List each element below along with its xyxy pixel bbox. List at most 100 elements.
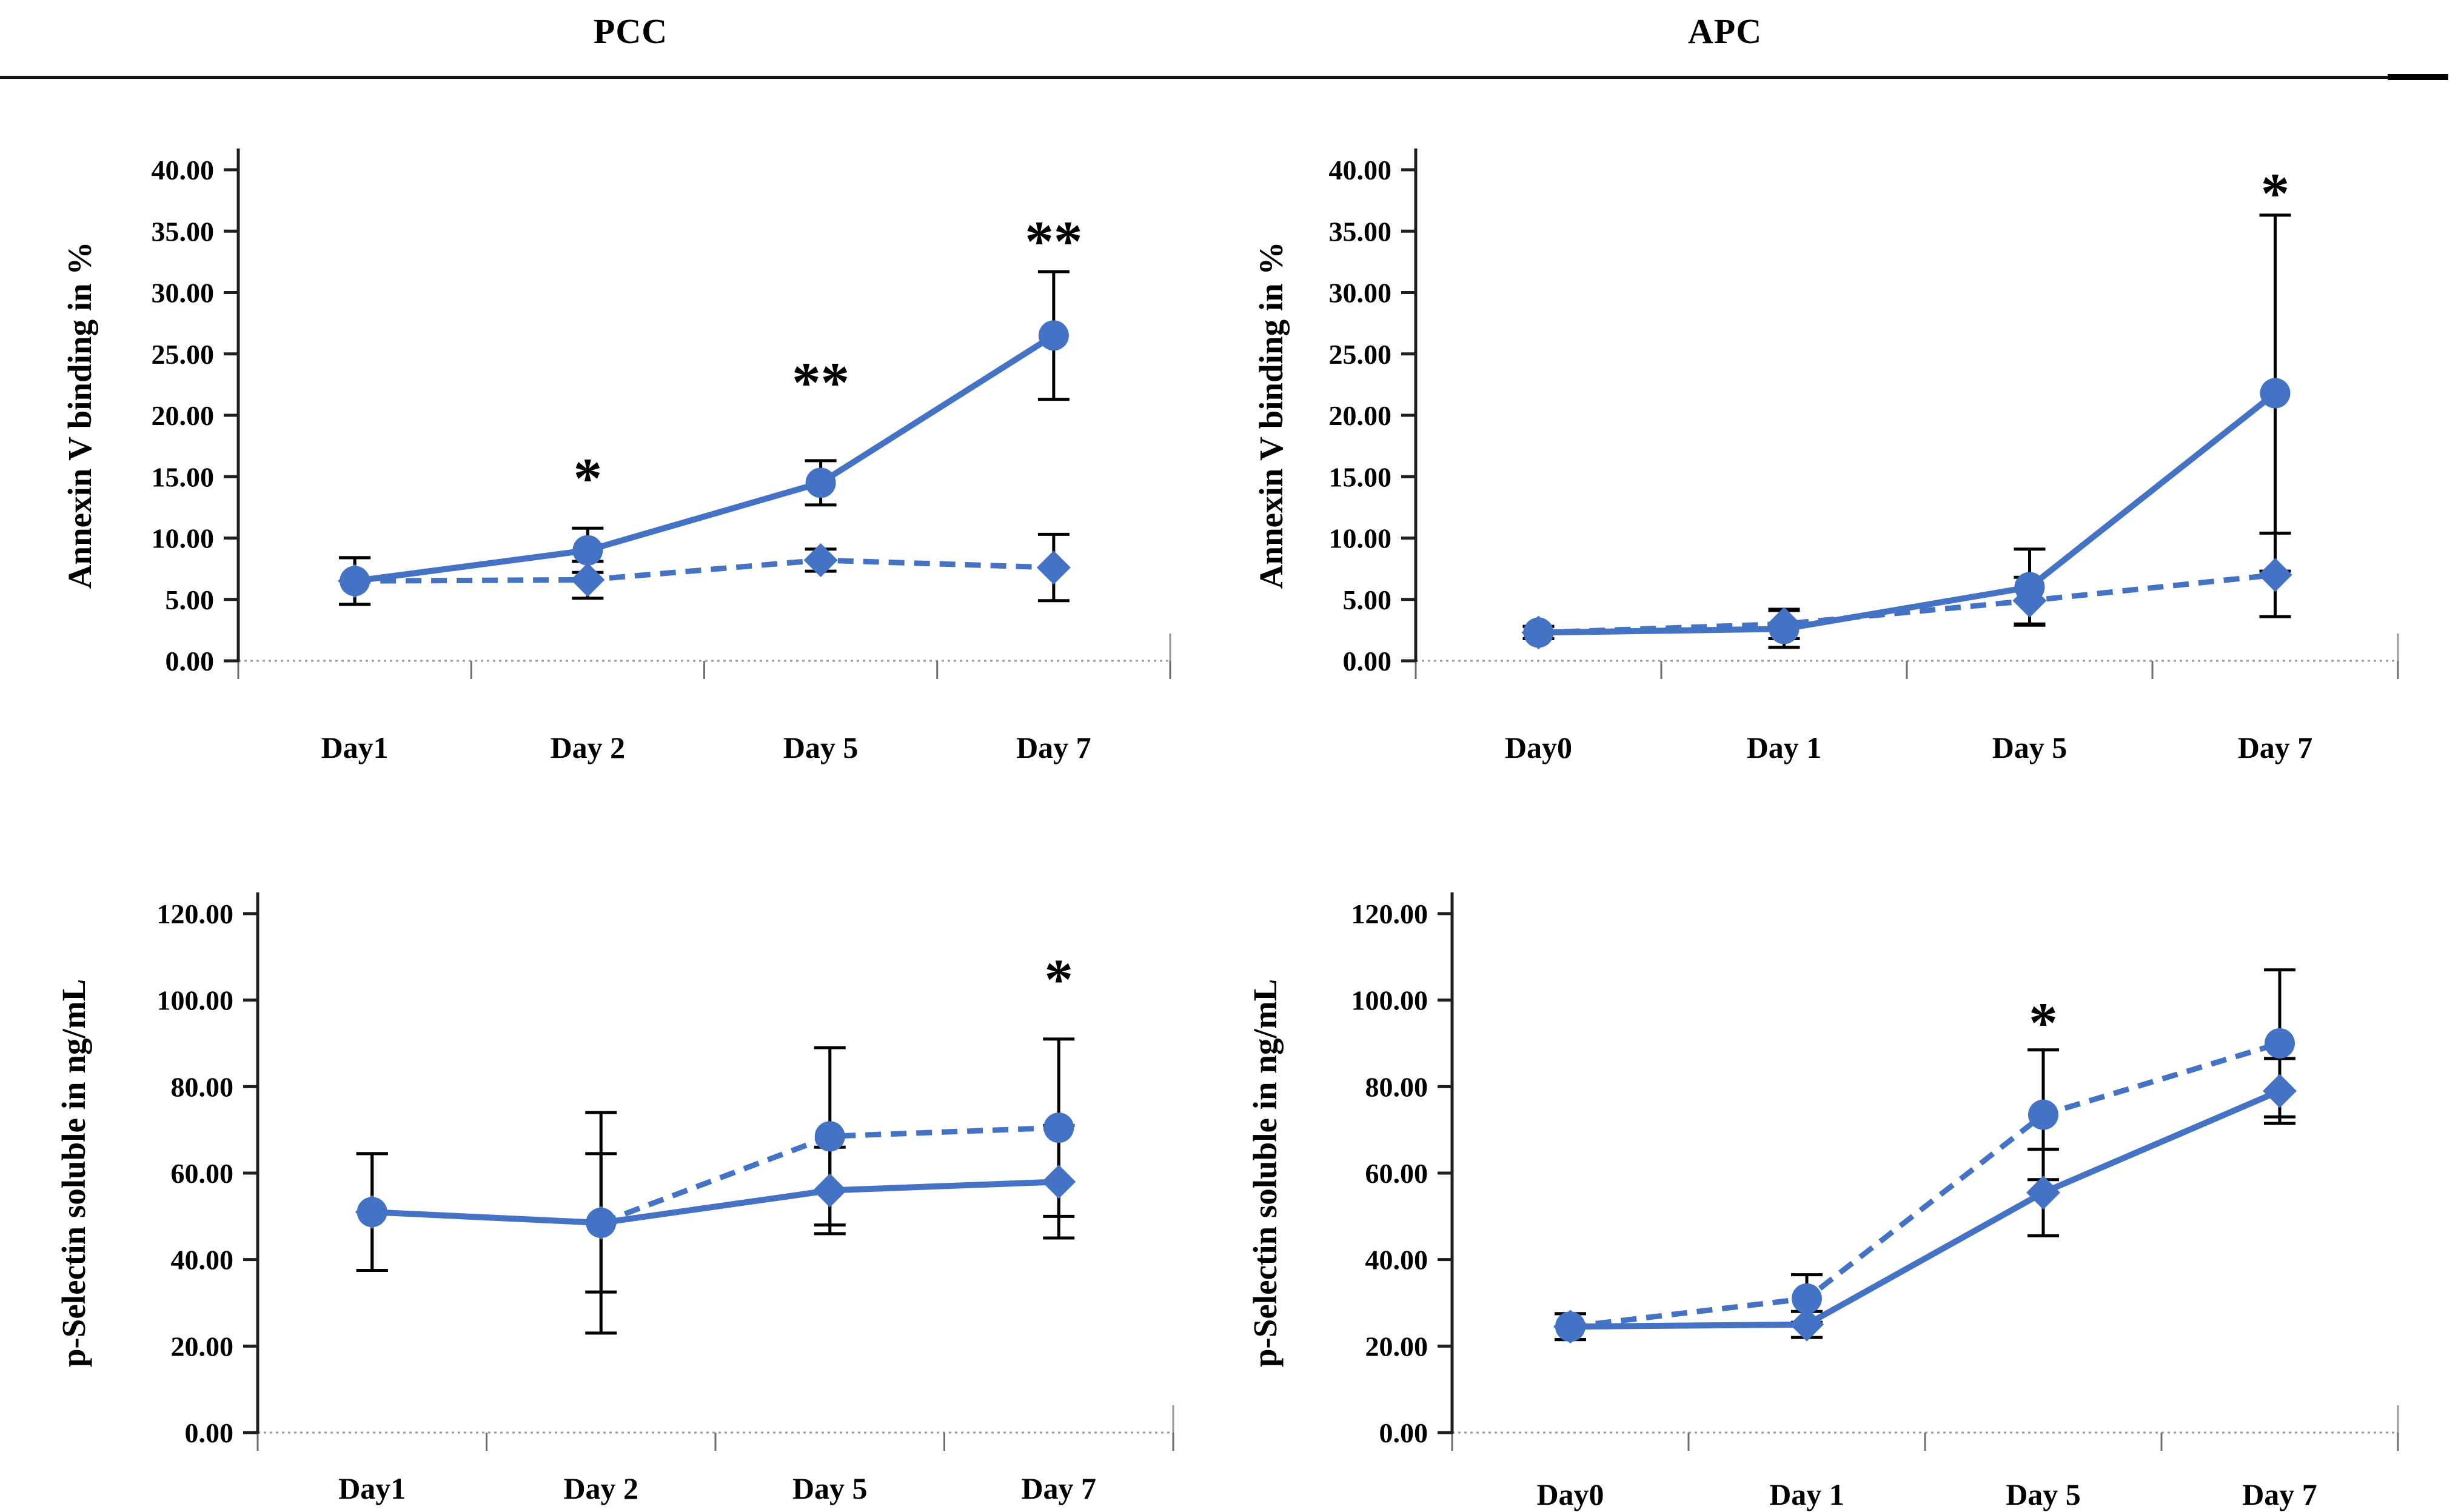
y-tick-label: 5.00 bbox=[166, 584, 215, 615]
diamond-marker bbox=[1036, 550, 1071, 585]
x-category-label: Day 2 bbox=[551, 731, 626, 764]
x-category-label: Day0 bbox=[1536, 1477, 1604, 1511]
circle-marker bbox=[814, 1121, 845, 1152]
apc-header: APC bbox=[1687, 12, 1763, 51]
x-category-label: Day 7 bbox=[1016, 731, 1091, 764]
y-tick-label: 15.00 bbox=[1329, 461, 1392, 492]
series-line-solid bbox=[1570, 1088, 2281, 1330]
y-tick-label: 40.00 bbox=[171, 1245, 234, 1276]
y-tick-label: 60.00 bbox=[171, 1158, 234, 1189]
y-tick-label: 80.00 bbox=[171, 1071, 234, 1102]
chart-apc-p-selectin: 0.00 20.00 40.00 60.00 80.00 100.00 120.00 p-Se… bbox=[1231, 879, 2461, 1512]
circle-marker bbox=[1555, 1311, 1585, 1342]
y-tick-label: 120.00 bbox=[157, 898, 234, 929]
circle-marker bbox=[586, 1208, 617, 1239]
y-tick-label: 30.00 bbox=[1329, 278, 1392, 309]
significance-mark: * bbox=[1045, 948, 1074, 1012]
y-tick-label: 0.00 bbox=[166, 646, 215, 677]
diamond-marker bbox=[2263, 1074, 2297, 1108]
circle-marker bbox=[1043, 1112, 1074, 1143]
y-tick-label: 60.00 bbox=[1365, 1158, 1428, 1189]
diamond-marker bbox=[1042, 1165, 1076, 1199]
x-category-label: Day0 bbox=[1505, 731, 1572, 764]
y-tick-label: 0.00 bbox=[1379, 1417, 1428, 1448]
y-tick-label: 5.00 bbox=[1343, 584, 1392, 615]
y-axis-title: Annexin V binding in % bbox=[1253, 242, 1290, 589]
x-category-label: Day 1 bbox=[1769, 1477, 1844, 1511]
significance-mark: ** bbox=[792, 350, 849, 415]
x-category-label: Day 1 bbox=[1747, 731, 1822, 764]
x-category-label: Day1 bbox=[321, 731, 389, 764]
x-category-label: Day 5 bbox=[1992, 731, 2068, 764]
series-line-solid bbox=[354, 333, 1056, 584]
y-axis-title: p-Selectin soluble in ng/mL bbox=[55, 979, 92, 1367]
significance-mark: * bbox=[574, 446, 603, 510]
x-category-label: Day 5 bbox=[2006, 1477, 2081, 1511]
diamond-marker bbox=[2258, 558, 2292, 592]
y-tick-label: 35.00 bbox=[1329, 216, 1392, 247]
significance-mark: * bbox=[2029, 991, 2058, 1055]
y-tick-label: 80.00 bbox=[1365, 1071, 1428, 1102]
y-tick-label: 10.00 bbox=[152, 523, 215, 554]
circle-marker bbox=[357, 1197, 387, 1228]
apc-annexin-v-plot: 0.00 5.00 10.00 15.00 20.00 25.00 30.00 35.00 40… bbox=[1253, 149, 2399, 764]
y-axis-title: Annexin V binding in % bbox=[61, 242, 98, 589]
apc-p-selectin-plot: 0.00 20.00 40.00 60.00 80.00 100.00 120.00 p-Se… bbox=[1247, 892, 2399, 1511]
diamond-marker bbox=[338, 564, 372, 598]
y-tick-label: 20.00 bbox=[152, 400, 215, 431]
x-category-label: Day 5 bbox=[783, 731, 859, 764]
diamond-marker bbox=[1521, 615, 1556, 650]
y-tick-label: 35.00 bbox=[152, 216, 215, 247]
y-tick-label: 10.00 bbox=[1329, 523, 1392, 554]
series-line-dashed bbox=[1538, 572, 2275, 635]
circle-marker bbox=[2260, 378, 2291, 409]
significance-mark: ** bbox=[1025, 209, 1082, 273]
y-tick-label: 40.00 bbox=[152, 155, 215, 186]
circle-marker bbox=[1038, 320, 1069, 351]
circle-marker bbox=[2028, 1099, 2058, 1130]
x-category-label: Day 7 bbox=[2242, 1477, 2317, 1511]
y-tick-label: 0.00 bbox=[1343, 646, 1392, 677]
diamond-marker bbox=[803, 543, 838, 577]
circle-marker bbox=[2265, 1028, 2295, 1059]
y-tick-label: 100.00 bbox=[1351, 985, 1428, 1016]
diamond-marker bbox=[571, 563, 605, 597]
circle-marker bbox=[572, 535, 603, 566]
x-category-label: Day 5 bbox=[792, 1471, 868, 1505]
x-category-label: Day1 bbox=[338, 1471, 406, 1505]
pcc-p-selectin-plot: 0.00 20.00 40.00 60.00 80.00 100.00 120.00 p-Se… bbox=[55, 892, 1174, 1505]
pcc-header: PCC bbox=[593, 12, 668, 51]
circle-marker bbox=[805, 467, 836, 498]
significance-mark: * bbox=[2261, 161, 2290, 226]
y-tick-label: 100.00 bbox=[157, 985, 234, 1016]
y-tick-label: 40.00 bbox=[1329, 155, 1392, 186]
diamond-marker bbox=[1767, 607, 1801, 641]
y-tick-label: 15.00 bbox=[152, 461, 215, 492]
diamond-marker bbox=[2012, 583, 2047, 618]
series-line-dashed bbox=[1570, 1040, 2281, 1330]
y-tick-label: 20.00 bbox=[171, 1331, 234, 1362]
chart-pcc-p-selectin: 0.00 20.00 40.00 60.00 80.00 100.00 120.00 p-Se… bbox=[0, 879, 1231, 1512]
header-rule bbox=[0, 76, 2446, 79]
y-tick-label: 25.00 bbox=[1329, 339, 1392, 370]
y-tick-label: 25.00 bbox=[152, 339, 215, 370]
series-line-dashed bbox=[372, 1125, 1059, 1226]
series-line-dashed bbox=[355, 557, 1054, 584]
y-axis-title: p-Selectin soluble in ng/mL bbox=[1247, 979, 1284, 1367]
y-tick-label: 20.00 bbox=[1329, 400, 1392, 431]
header-rule-end-cap bbox=[2388, 74, 2448, 80]
diamond-marker bbox=[2026, 1176, 2060, 1210]
x-category-label: Day 7 bbox=[2238, 731, 2313, 764]
chart-apc-annexin-v: 0.00 5.00 10.00 15.00 20.00 25.00 30.00 35.00 40… bbox=[1231, 139, 2461, 806]
circle-marker bbox=[1792, 1283, 1822, 1314]
diamond-marker bbox=[812, 1173, 847, 1208]
series-line-solid bbox=[1538, 390, 2277, 636]
x-category-label: Day 2 bbox=[563, 1471, 638, 1505]
chart-pcc-annexin-v: 0.00 5.00 10.00 15.00 20.00 25.00 30.00 35.00 40… bbox=[0, 139, 1231, 806]
x-category-label: Day 7 bbox=[1021, 1471, 1096, 1505]
y-tick-label: 0.00 bbox=[185, 1417, 234, 1448]
y-tick-label: 20.00 bbox=[1365, 1331, 1428, 1362]
diamond-marker bbox=[1790, 1307, 1824, 1342]
pcc-annexin-v-plot: 0.00 5.00 10.00 15.00 20.00 25.00 30.00 35.00 40… bbox=[61, 149, 1171, 764]
y-tick-label: 30.00 bbox=[152, 278, 215, 309]
